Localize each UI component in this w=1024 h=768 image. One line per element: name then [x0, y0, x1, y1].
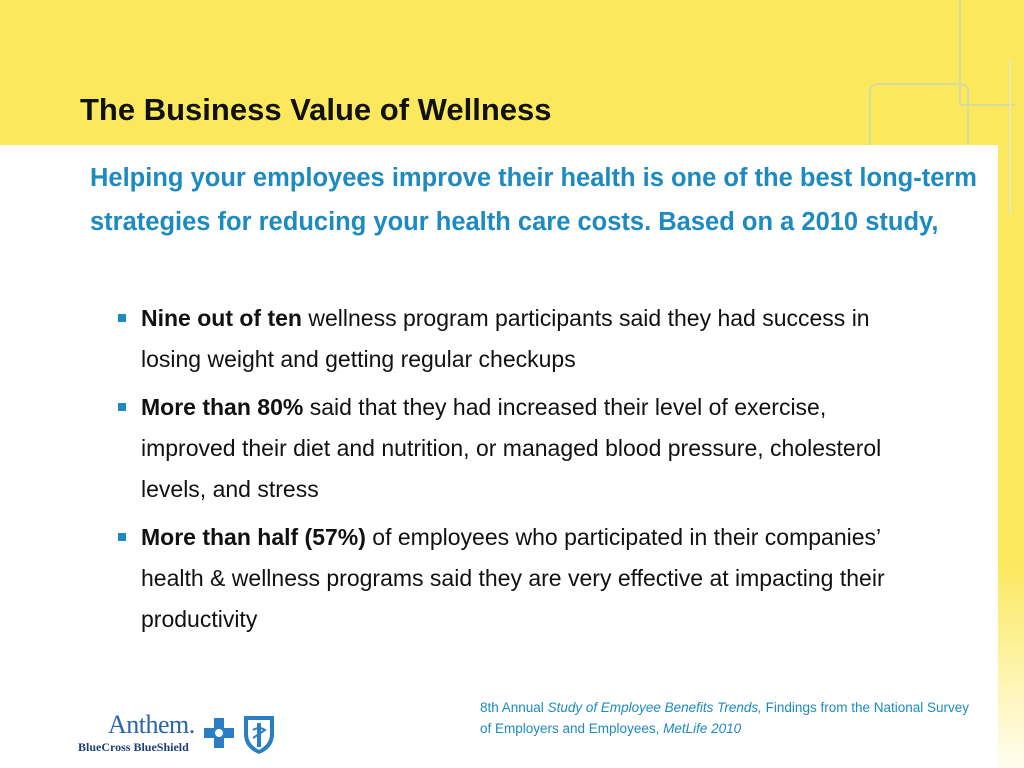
source-middle: Findings from the National Survey of Emp… — [480, 700, 970, 736]
slide-title: The Business Value of Wellness — [80, 92, 552, 127]
source-prefix: 8th Annual — [480, 700, 548, 715]
bullet-square-icon — [118, 533, 126, 541]
bullet-highlight: Nine out of ten — [141, 305, 302, 331]
bullet-highlight: More than 80% — [141, 394, 304, 420]
logo-marks — [204, 716, 274, 754]
list-item: Nine out of ten wellness program partici… — [118, 298, 918, 380]
bullet-square-icon — [118, 314, 126, 322]
logo-wordmark: Anthem. — [108, 710, 195, 739]
anthem-logo: Anthem. BlueCross BlueShield — [78, 710, 278, 756]
source-study: Study of Employee Benefits Trends, — [547, 700, 762, 715]
blue-shield-icon — [244, 716, 274, 754]
bullet-text: wellness program participants said they … — [141, 305, 870, 372]
source-publisher: MetLife 2010 — [663, 721, 742, 736]
content-panel — [0, 145, 998, 768]
decorative-corner-lines — [869, 0, 1015, 215]
bullet-highlight: More than half (57%) — [141, 524, 366, 550]
bullet-text: said that they had increased their level… — [141, 394, 882, 502]
bullet-square-icon — [118, 403, 126, 411]
lead-paragraph: Helping your employees improve their hea… — [90, 164, 977, 236]
logo-subtitle: BlueCross BlueShield — [78, 740, 189, 754]
header-band — [0, 0, 1024, 145]
list-item: More than half (57%) of employees who pa… — [118, 517, 918, 640]
list-item: More than 80% said that they had increas… — [118, 387, 918, 510]
blue-cross-icon — [204, 716, 234, 750]
side-band-fade — [998, 560, 1024, 768]
bullet-text: of employees who participated in their c… — [141, 524, 885, 632]
bullet-list: Nine out of ten wellness program partici… — [118, 298, 918, 647]
source-citation: 8th Annual Study of Employee Benefits Tr… — [480, 697, 980, 739]
